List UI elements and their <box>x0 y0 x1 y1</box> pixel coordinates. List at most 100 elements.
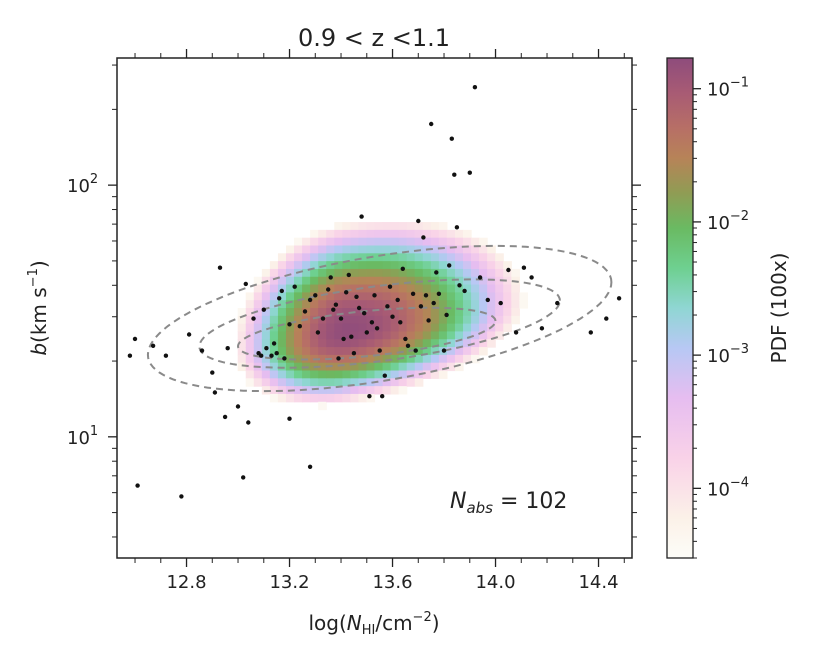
heatmap-cell <box>342 237 351 247</box>
heatmap-cell <box>463 315 472 325</box>
heatmap-cell <box>302 378 311 387</box>
heatmap-cell <box>294 276 303 286</box>
heatmap-cell <box>277 323 287 333</box>
heatmap-cell <box>366 315 376 325</box>
heatmap-cell <box>261 292 271 301</box>
heatmap-cell <box>342 386 351 395</box>
heatmap-cell <box>430 253 440 262</box>
heatmap-cell <box>302 237 311 247</box>
heatmap-cell <box>350 323 360 333</box>
scatter-point <box>418 304 424 309</box>
heatmap-cell <box>310 378 319 387</box>
heatmap-cell <box>310 284 319 293</box>
scatter-point <box>449 136 454 141</box>
heatmap-cell <box>366 237 376 247</box>
heatmap-cell <box>503 315 512 325</box>
heatmap-cell <box>366 331 376 340</box>
heatmap-cell <box>446 331 456 340</box>
scatter-point <box>513 330 519 335</box>
heatmap-cell <box>366 276 376 286</box>
heatmap-cell <box>318 323 327 333</box>
heatmap-cell <box>285 261 295 270</box>
scatter-point <box>423 293 429 298</box>
scatter-points <box>127 85 622 499</box>
heatmap-cell <box>390 386 400 395</box>
x-tick-label: 14.4 <box>578 572 618 593</box>
heatmap-cell <box>398 276 408 286</box>
scatter-point <box>367 394 372 399</box>
heatmap-cell <box>463 237 472 247</box>
heatmap-cell <box>310 300 319 309</box>
heatmap-cell <box>285 323 295 333</box>
heatmap-cell <box>318 229 327 239</box>
scatter-point <box>336 356 341 361</box>
scatter-point <box>246 420 251 425</box>
heatmap-cell <box>334 331 343 340</box>
heatmap-cell <box>446 308 456 317</box>
heatmap-cell <box>318 386 327 395</box>
heatmap-cell <box>438 331 448 340</box>
scatter-point <box>390 314 395 319</box>
heatmap-cell <box>446 253 456 262</box>
heatmap-cell <box>358 261 368 270</box>
heatmap-cell <box>374 308 384 317</box>
heatmap-cell <box>366 339 376 348</box>
heatmap-cell <box>277 308 287 317</box>
heatmap-cell <box>358 245 368 254</box>
heatmap-cell <box>245 292 255 301</box>
heatmap-cell <box>374 386 384 395</box>
heatmap-cell <box>463 292 472 301</box>
heatmap-cell <box>350 315 360 325</box>
heatmap-cell <box>334 347 343 356</box>
heatmap-cell <box>334 253 343 262</box>
heatmap-cell <box>350 253 360 262</box>
heatmap-cell <box>430 347 440 356</box>
heatmap-cell <box>366 245 376 254</box>
heatmap-cell <box>302 253 311 262</box>
heatmap-cell <box>245 354 255 364</box>
heatmap-cell <box>261 315 271 325</box>
heatmap-cell <box>382 245 392 254</box>
heatmap-cell <box>334 308 343 317</box>
heatmap-cell <box>302 276 311 286</box>
heatmap-cell <box>358 362 368 372</box>
colorbar-label: PDF (100x) <box>767 253 791 364</box>
heatmap-cell <box>350 354 360 364</box>
heatmap-cell <box>318 378 327 387</box>
heatmap-cell <box>358 276 368 286</box>
heatmap-cell <box>390 292 400 301</box>
density-contours <box>146 244 613 393</box>
heatmap-cell <box>366 323 376 333</box>
heatmap-cell <box>318 284 327 293</box>
heatmap-cell <box>382 253 392 262</box>
scatter-point <box>372 293 377 298</box>
scatter-point <box>331 307 336 312</box>
scatter-point <box>498 300 503 306</box>
heatmap-cell <box>277 378 287 387</box>
heatmap-cell <box>382 284 392 293</box>
heatmap-cell <box>382 237 392 247</box>
scatter-point <box>354 294 359 299</box>
heatmap-cell <box>277 300 287 309</box>
heatmap-cell <box>334 276 343 286</box>
heatmap-cell <box>350 284 360 293</box>
contour-inner <box>236 306 497 361</box>
heatmap-cell <box>285 245 295 254</box>
scatter-point <box>210 370 215 375</box>
scatter-point <box>346 272 351 278</box>
heatmap-cell <box>310 331 319 340</box>
heatmap-cell <box>406 229 416 239</box>
heatmap-cell <box>487 331 496 340</box>
scatter-point <box>413 348 418 353</box>
scatter-point <box>199 348 205 353</box>
heatmap-cell <box>342 315 351 325</box>
heatmap-cell <box>350 261 360 270</box>
heatmap-cell <box>285 378 295 387</box>
heatmap-cell <box>326 268 335 278</box>
heatmap-cell <box>454 268 464 278</box>
heatmap-cell <box>310 347 319 356</box>
heatmap-cell <box>310 386 319 395</box>
heatmap-cell <box>358 292 368 301</box>
heatmap-cell <box>398 323 408 333</box>
